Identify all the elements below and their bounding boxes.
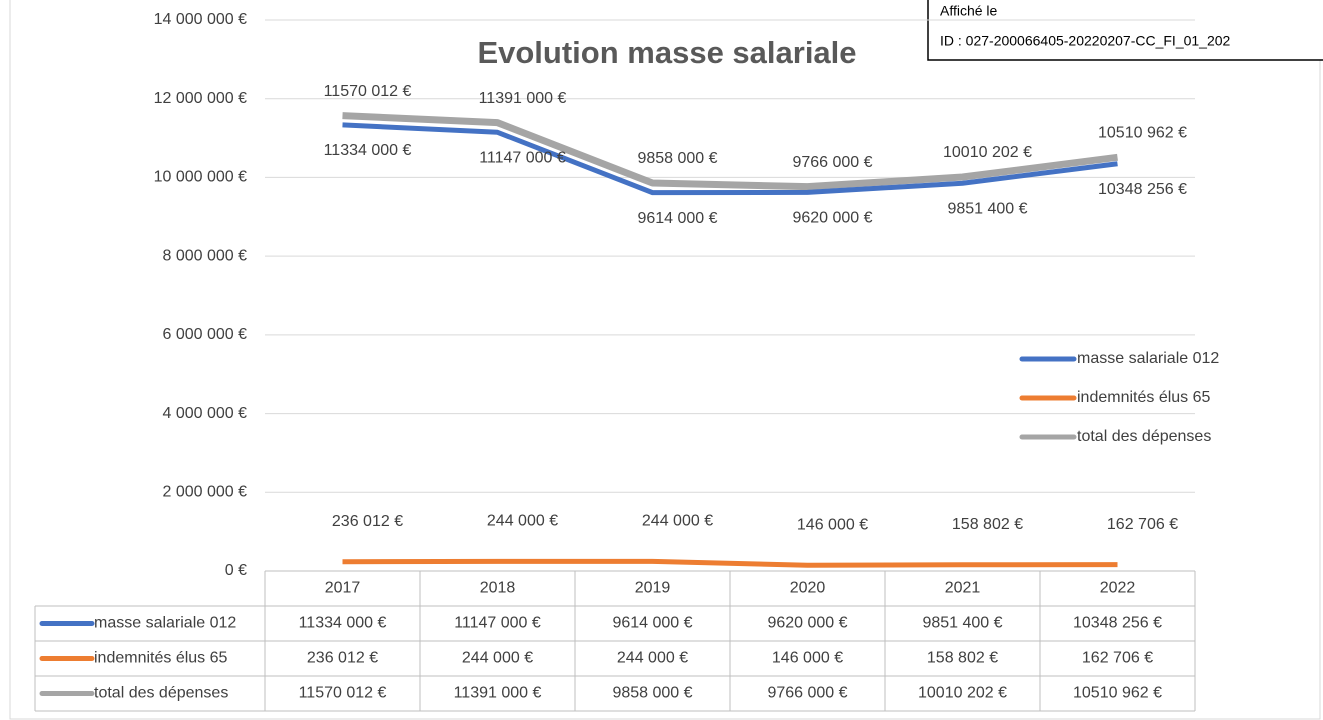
- y-tick-label: 10 000 000 €: [154, 169, 248, 186]
- series-line: [342, 558, 1118, 568]
- y-tick-label: 6 000 000 €: [162, 326, 247, 343]
- y-tick-label: 2 000 000 €: [162, 484, 247, 501]
- table-cell: 9614 000 €: [612, 615, 692, 632]
- x-tick-label: 2018: [480, 580, 516, 597]
- table-cell: 10510 962 €: [1073, 685, 1162, 702]
- table-row-label: indemnités élus 65: [94, 650, 228, 667]
- data-label: 158 802 €: [952, 516, 1023, 533]
- data-label: 10510 962 €: [1098, 125, 1187, 142]
- data-label: 9620 000 €: [792, 210, 872, 227]
- data-label: 11391 000 €: [479, 90, 567, 107]
- table-cell: 9851 400 €: [922, 615, 1002, 632]
- x-tick-label: 2019: [635, 580, 671, 597]
- legend-label: total des dépenses: [1077, 428, 1211, 445]
- table-cell: 146 000 €: [772, 650, 843, 667]
- data-label: 146 000 €: [797, 516, 868, 533]
- table-cell: 11334 000 €: [299, 615, 387, 632]
- stamp-box: [927, 0, 1323, 61]
- table-cell: 9858 000 €: [612, 685, 692, 702]
- table-cell: 11391 000 €: [454, 685, 542, 702]
- chart-title: Evolution masse salariale: [477, 35, 856, 70]
- data-label: 10010 202 €: [943, 144, 1032, 161]
- data-label: 9858 000 €: [637, 150, 717, 167]
- table-cell: 162 706 €: [1082, 650, 1153, 667]
- table-cell: 10010 202 €: [918, 685, 1007, 702]
- data-label: 162 706 €: [1107, 516, 1178, 533]
- table-cell: 11147 000 €: [454, 615, 541, 632]
- data-label: 236 012 €: [332, 513, 403, 530]
- data-label: 10348 256 €: [1098, 181, 1187, 198]
- x-tick-label: 2022: [1100, 580, 1136, 597]
- legend-label: masse salariale 012: [1077, 350, 1219, 367]
- x-tick-label: 2021: [945, 580, 981, 597]
- data-label: 9851 400 €: [947, 200, 1027, 217]
- table-cell: 11570 012 €: [299, 685, 387, 702]
- table-cell: 9766 000 €: [767, 685, 847, 702]
- table-row-label: total des dépenses: [94, 685, 228, 702]
- y-tick-label: 8 000 000 €: [162, 247, 247, 264]
- data-label: 11147 000 €: [479, 150, 566, 167]
- y-tick-label: 12 000 000 €: [154, 90, 248, 107]
- table-cell: 158 802 €: [927, 650, 998, 667]
- y-tick-label: 4 000 000 €: [162, 405, 247, 422]
- table-cell: 236 012 €: [307, 650, 378, 667]
- table-cell: 9620 000 €: [767, 615, 847, 632]
- data-label: 9614 000 €: [637, 210, 717, 227]
- table-cell: 10348 256 €: [1073, 615, 1162, 632]
- table-cell: 244 000 €: [617, 650, 688, 667]
- data-label: 11570 012 €: [324, 83, 412, 100]
- table-row-label: masse salariale 012: [94, 615, 236, 632]
- x-tick-label: 2017: [325, 580, 361, 597]
- data-label: 244 000 €: [487, 513, 558, 530]
- x-tick-label: 2020: [790, 580, 826, 597]
- data-label: 9766 000 €: [792, 154, 872, 171]
- data-label: 11334 000 €: [324, 142, 412, 159]
- chart-border: [9, 0, 1321, 720]
- stamp-line: ID : 027-200066405-20220207-CC_FI_01_202: [940, 33, 1231, 49]
- table-cell: 244 000 €: [462, 650, 533, 667]
- stamp-line: Affiché le: [940, 3, 998, 19]
- y-tick-label: 14 000 000 €: [154, 11, 248, 28]
- series-line: [342, 122, 1118, 196]
- data-label: 244 000 €: [642, 513, 713, 530]
- y-tick-label: 0 €: [225, 562, 247, 579]
- series-line: [342, 112, 1118, 191]
- legend-label: indemnités élus 65: [1077, 389, 1211, 406]
